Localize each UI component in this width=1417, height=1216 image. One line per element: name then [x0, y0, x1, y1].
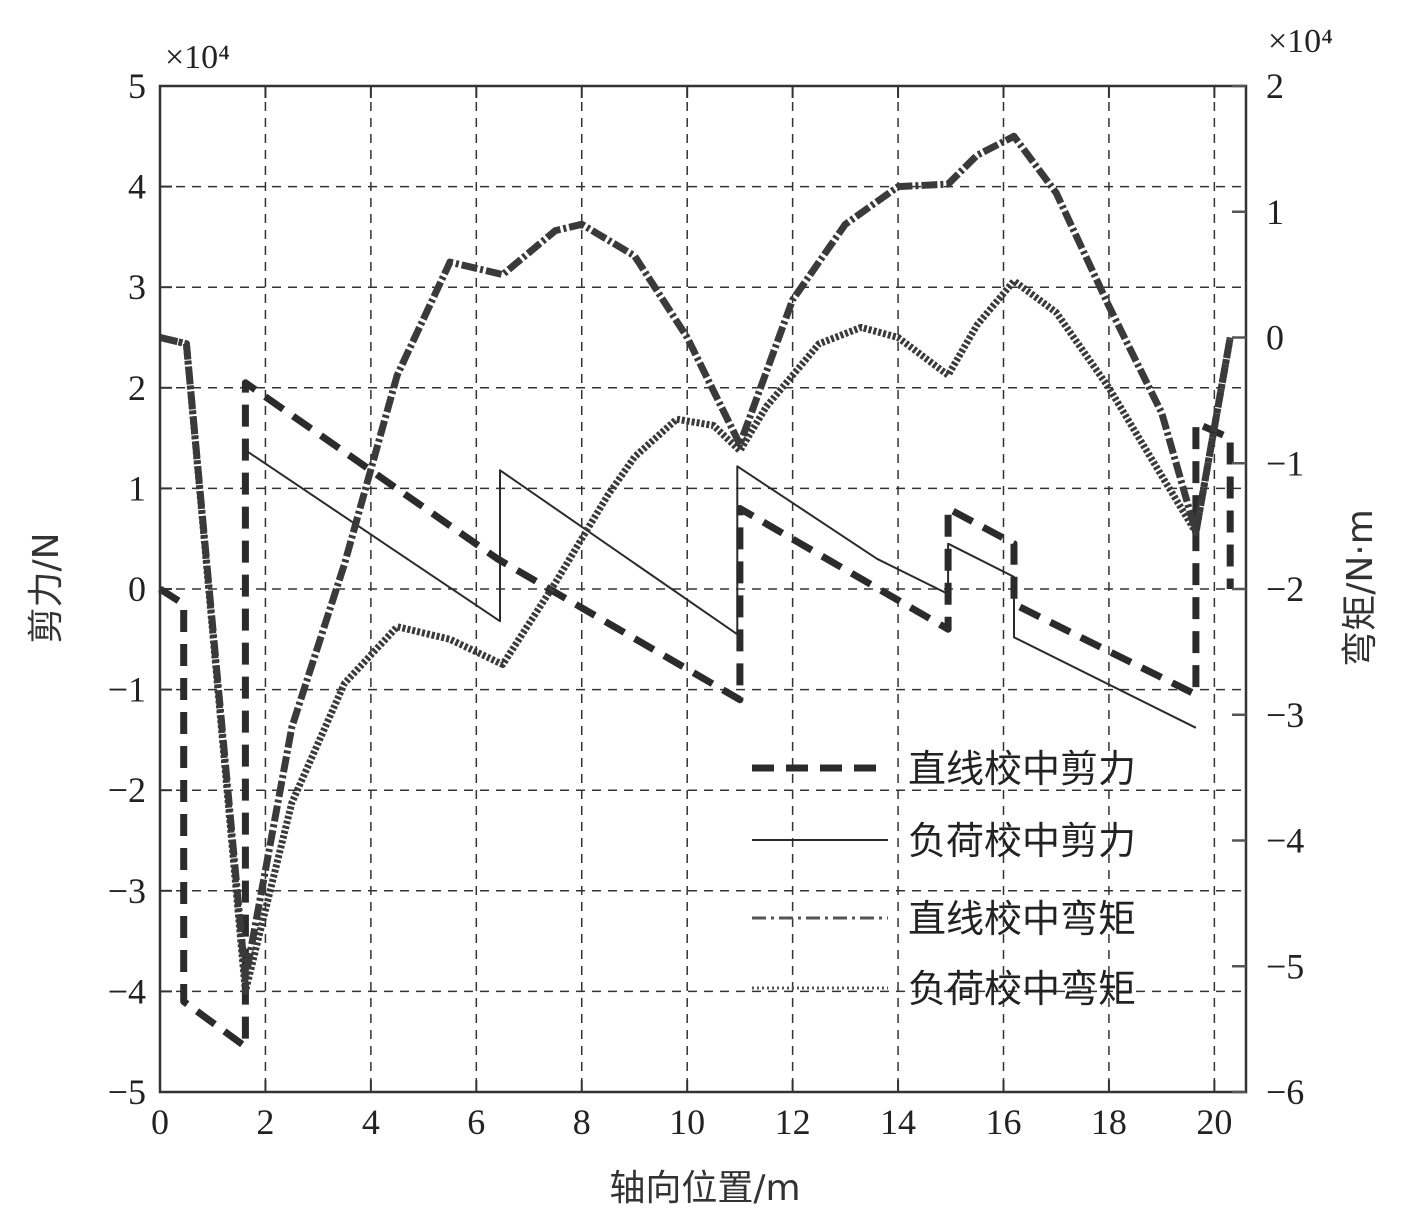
- x-tick-label: 4: [362, 1102, 380, 1142]
- y-left-tick-label: 3: [128, 267, 146, 307]
- x-tick-label: 10: [669, 1102, 705, 1142]
- x-axis-label: 轴向位置/m: [609, 1168, 800, 1209]
- y-right-tick-label: −4: [1266, 821, 1304, 861]
- right-axis-exponent: ×10⁴: [1268, 23, 1333, 60]
- y-left-tick-label: −2: [108, 770, 146, 810]
- x-tick-label: 12: [775, 1102, 811, 1142]
- y-left-tick-label: 1: [128, 468, 146, 508]
- plot-series: [158, 132, 1234, 1051]
- x-tick-label: 2: [256, 1102, 274, 1142]
- x-tick-label: 20: [1196, 1102, 1232, 1142]
- y-left-tick-label: −5: [108, 1072, 146, 1112]
- y-right-tick-label: −6: [1266, 1072, 1304, 1112]
- legend-label-3: 直线校中弯矩: [908, 897, 1136, 941]
- y-left-tick-label: 2: [128, 368, 146, 408]
- y-left-tick-label: 5: [128, 66, 146, 106]
- x-tick-label: 8: [573, 1102, 591, 1142]
- y-left-tick-label: 0: [128, 569, 146, 609]
- y-right-tick-label: −5: [1266, 946, 1304, 986]
- y-left-tick-label: −1: [108, 670, 146, 710]
- left-axis-exponent: ×10⁴: [165, 39, 230, 76]
- left-y-axis-label: 剪力/N: [26, 532, 67, 643]
- y-right-tick-label: −2: [1266, 569, 1304, 609]
- x-tick-label: 0: [151, 1102, 169, 1142]
- x-tick-label: 16: [985, 1102, 1021, 1142]
- y-right-tick-label: −3: [1266, 695, 1304, 735]
- legend-label-4: 负荷校中弯矩: [908, 967, 1136, 1011]
- legend-label-1: 直线校中剪力: [908, 747, 1136, 791]
- legend-label-2: 负荷校中剪力: [908, 819, 1136, 863]
- series-line-4: [159, 277, 1234, 995]
- y-left-tick-label: −4: [108, 971, 146, 1011]
- series-line-3: [159, 132, 1234, 983]
- y-right-tick-label: 0: [1266, 318, 1284, 358]
- y-left-tick-label: −3: [108, 871, 146, 911]
- y-right-tick-label: 2: [1266, 66, 1284, 106]
- x-tick-label: 14: [880, 1102, 916, 1142]
- y-right-tick-label: −1: [1266, 443, 1304, 483]
- axis-ticks: 0 2 4 6 8 10 12 14 16 18 20543210−1−2−3−4−5210−1−2…: [108, 66, 1305, 1142]
- x-tick-label: 6: [467, 1102, 485, 1142]
- y-right-tick-label: 1: [1266, 192, 1284, 232]
- y-left-tick-label: 4: [128, 167, 146, 207]
- legend: 直线校中剪力 负荷校中剪力 直线校中弯矩 负荷校中弯矩: [752, 747, 1136, 1011]
- series-line-2: [244, 449, 1197, 729]
- right-y-axis-label: 弯矩/N·m: [1340, 509, 1381, 667]
- x-tick-label: 18: [1091, 1102, 1127, 1142]
- series-line-1: [158, 379, 1234, 1051]
